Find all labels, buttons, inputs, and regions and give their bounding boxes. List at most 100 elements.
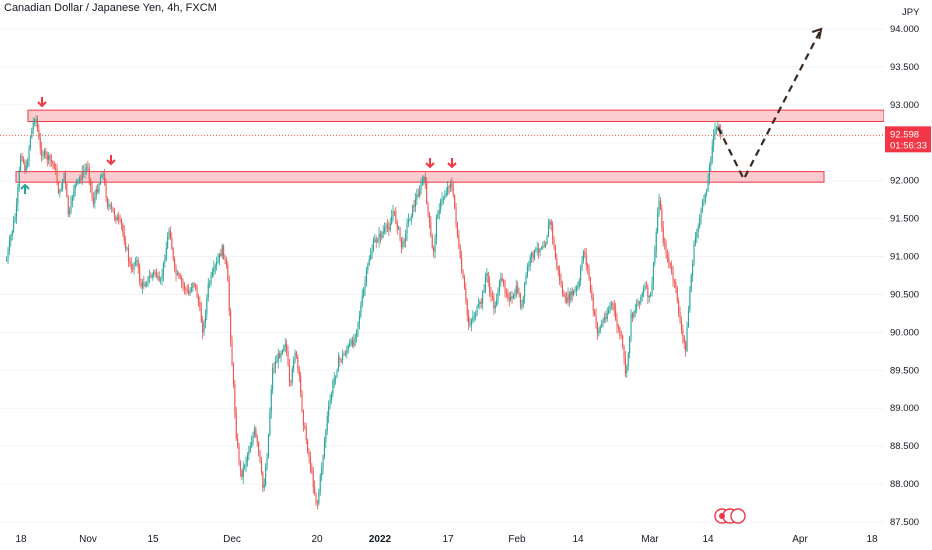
- candle-body: [165, 247, 167, 261]
- candle-body: [406, 222, 408, 234]
- candle-body: [500, 278, 502, 282]
- y-tick-label: 93.500: [890, 62, 919, 73]
- candle-body: [566, 297, 568, 303]
- candle-body: [182, 282, 184, 286]
- candle-body: [22, 159, 24, 163]
- up-arrow-marker: [20, 183, 30, 194]
- candle-body: [650, 293, 652, 297]
- candle-body: [570, 291, 572, 301]
- candle-body: [692, 264, 694, 276]
- candle-body: [126, 248, 128, 250]
- candle-body: [652, 263, 654, 284]
- candle-body: [358, 316, 360, 323]
- candle-body: [172, 248, 174, 259]
- candle-body: [330, 394, 332, 401]
- candle-body: [77, 179, 79, 181]
- candle-body: [284, 343, 286, 347]
- candle-body: [463, 277, 465, 289]
- candle-body: [427, 203, 429, 213]
- candle-body: [585, 254, 587, 265]
- candle-body: [162, 262, 164, 276]
- candle-body: [385, 225, 387, 228]
- candle-body: [559, 270, 561, 281]
- candle-body: [217, 259, 219, 263]
- y-tick-label: 91.500: [890, 214, 919, 225]
- candle-body: [63, 173, 65, 180]
- candle-body: [323, 442, 325, 456]
- y-tick-label: 87.500: [890, 517, 919, 528]
- candle-body: [48, 155, 50, 160]
- candle-body: [76, 180, 78, 185]
- candle-body: [507, 293, 509, 298]
- candle-body: [365, 270, 367, 283]
- candle-body: [610, 303, 612, 306]
- candle-body: [332, 382, 334, 395]
- candle-body: [85, 167, 87, 170]
- candle-body: [73, 189, 75, 198]
- candle-body: [50, 160, 52, 162]
- candle-body: [512, 295, 514, 299]
- candle-body: [116, 217, 118, 221]
- candle-body: [92, 197, 94, 204]
- candle-body: [567, 294, 569, 303]
- candle-body: [581, 260, 583, 269]
- candle-body: [498, 281, 500, 291]
- candle-body: [245, 460, 247, 467]
- candle-body: [448, 186, 450, 188]
- candle-body: [451, 183, 453, 188]
- candle-body: [368, 259, 370, 265]
- candle-body: [21, 156, 23, 160]
- x-tick-label: 14: [572, 534, 584, 545]
- candle-body: [409, 219, 411, 221]
- candle-body: [382, 231, 384, 234]
- candle-body: [694, 237, 696, 244]
- candle-body: [400, 238, 402, 248]
- candle-body: [24, 162, 26, 171]
- candle-body: [378, 233, 380, 242]
- candle-body: [634, 309, 636, 313]
- candle-body: [582, 251, 584, 261]
- candle-body: [433, 248, 435, 252]
- down-arrow-marker: [37, 97, 47, 108]
- candle-body: [532, 252, 534, 259]
- candle-body: [595, 314, 597, 324]
- candle-body: [494, 305, 496, 309]
- candle-body: [504, 284, 506, 293]
- candle-body: [343, 353, 345, 355]
- candle-body: [714, 128, 716, 134]
- candle-body: [550, 221, 552, 225]
- candle-body: [181, 277, 183, 283]
- candle-body: [242, 467, 244, 478]
- candle-body: [25, 166, 27, 171]
- down-arrow-marker: [425, 158, 435, 169]
- candle-body: [648, 296, 650, 298]
- candle-body: [80, 178, 82, 181]
- candle-body: [521, 306, 523, 307]
- candle-body: [283, 346, 285, 351]
- candle-body: [426, 182, 428, 204]
- candle-body: [704, 193, 706, 202]
- candle-body: [57, 182, 59, 194]
- candle-body: [237, 438, 239, 446]
- candle-body: [442, 198, 444, 200]
- candle-body: [461, 257, 463, 272]
- candle-body: [588, 267, 590, 278]
- candle-body: [333, 378, 335, 383]
- candle-body: [423, 176, 425, 182]
- candle-body: [647, 286, 649, 298]
- candle-body: [685, 342, 687, 351]
- candle-body: [398, 227, 400, 229]
- candle-body: [193, 283, 195, 285]
- candle-body: [538, 248, 540, 253]
- candle-body: [454, 195, 456, 208]
- candle-body: [594, 310, 596, 315]
- candle-body: [486, 273, 488, 276]
- candle-body: [302, 410, 304, 426]
- candle-body: [601, 324, 603, 327]
- candle-body: [270, 389, 272, 413]
- candle-body: [301, 392, 303, 411]
- candle-body: [589, 277, 591, 291]
- candle-body: [95, 188, 97, 197]
